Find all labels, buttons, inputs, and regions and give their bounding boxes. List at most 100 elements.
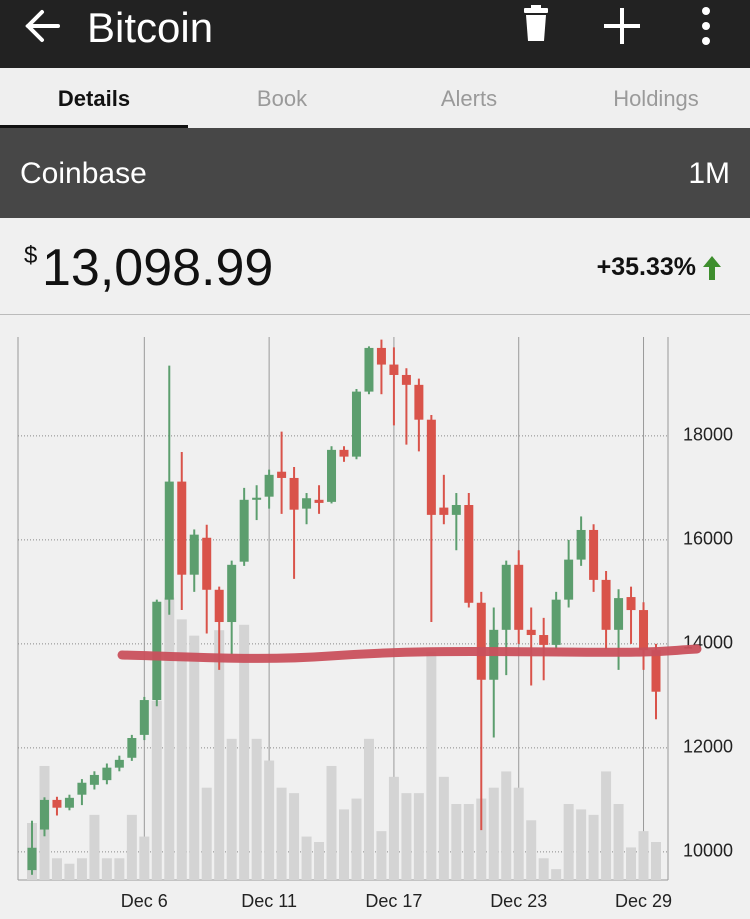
volume-bar [601,771,612,880]
candle-body [476,602,486,680]
candle-body [89,774,99,785]
volume-bar [626,847,637,880]
candle-body [239,499,249,562]
x-tick-label: Dec 6 [121,891,168,911]
volume-bar [563,803,574,880]
candle-body [551,599,561,645]
volume-bar [388,776,399,880]
volume-bar [64,863,75,880]
menu-button[interactable] [702,7,710,45]
candle-body [27,847,37,871]
volume-bar [114,858,125,880]
candle-body [39,799,49,830]
price-bar: $ 13,098.99 +35.33% [0,218,750,315]
candle-body [501,564,511,630]
candle-body [102,767,112,781]
candle-body [127,738,137,758]
volume-bar [613,803,624,880]
volume-bar [301,836,312,880]
up-arrow [703,256,721,280]
volume-bar [363,738,374,880]
volume-bar [101,858,112,880]
volume-bar [351,798,362,880]
tab[interactable]: Details [57,86,131,111]
tab[interactable]: Holdings [613,86,699,111]
candle-body [114,759,124,768]
candle-body [614,598,624,630]
volume-bar [426,651,437,880]
tab-indicator [0,125,188,129]
volume-bar [251,738,262,880]
candle-body [277,471,287,478]
volume-bar [576,809,587,880]
volume-bar [438,776,449,880]
volume-bar [289,793,300,880]
candle-body [314,499,324,503]
volume-bar [126,814,137,880]
candle-body [451,504,461,515]
volume-bar [51,858,62,880]
candle-body [589,529,599,580]
price-change: +35.33% [596,253,696,281]
candle-body [189,534,199,575]
candle-body [539,635,549,645]
volume-bar [501,771,512,880]
candle-body [564,559,574,600]
exchange-bar[interactable]: Coinbase 1M [0,128,750,218]
x-tick-label: Dec 23 [490,891,547,911]
y-tick-label: 16000 [683,529,733,549]
x-tick-label: Dec 29 [615,891,672,911]
volume-bar [451,803,462,880]
candle-body [364,347,374,392]
volume-bar [638,831,649,880]
volume-bar [413,793,424,880]
candle-body [164,481,174,600]
candle-body [576,529,586,560]
volume-bar [264,760,275,880]
candle-body [177,481,187,575]
page-title: Bitcoin [87,4,214,51]
candle-body [302,498,312,509]
candle-body [252,497,262,500]
y-tick-label: 10000 [683,841,733,861]
back-button[interactable] [25,10,60,42]
volume-bar [651,841,661,880]
candle-body [639,610,649,651]
volume-bar [326,765,337,880]
volume-bar [239,624,250,880]
volume-bar [214,630,225,880]
candle-body [426,419,436,515]
candle-body [227,564,237,623]
volume-bar [488,787,499,880]
candle-body [401,374,411,385]
candle-body [389,364,399,375]
candle-body [264,474,274,497]
delete-button[interactable] [524,5,548,41]
x-tick-label: Dec 11 [241,891,297,911]
candle-body [526,629,536,636]
candle-body [351,391,361,457]
volume-bar [551,869,562,880]
candle-body [464,504,474,603]
volume-bar [538,858,549,880]
volume-bar [176,619,187,880]
candle-body [439,507,449,515]
currency-symbol: $ [24,242,38,269]
candle-body [139,700,149,735]
range-label[interactable]: 1M [688,157,730,190]
tab-bar: Details Book Alerts Holdings [0,68,750,129]
candle-body [77,782,87,795]
tab[interactable]: Book [256,86,308,111]
volume-bar [339,809,349,880]
volume-bar [226,738,237,880]
candle-body [289,477,299,510]
candle-body [339,449,349,457]
volume-bar [89,814,100,880]
add-button[interactable] [604,8,640,44]
candle-body [64,797,74,808]
toolbar-icons [25,5,710,45]
volume-bar [151,700,162,880]
candle-body [651,650,661,692]
tab[interactable]: Alerts [440,86,498,111]
